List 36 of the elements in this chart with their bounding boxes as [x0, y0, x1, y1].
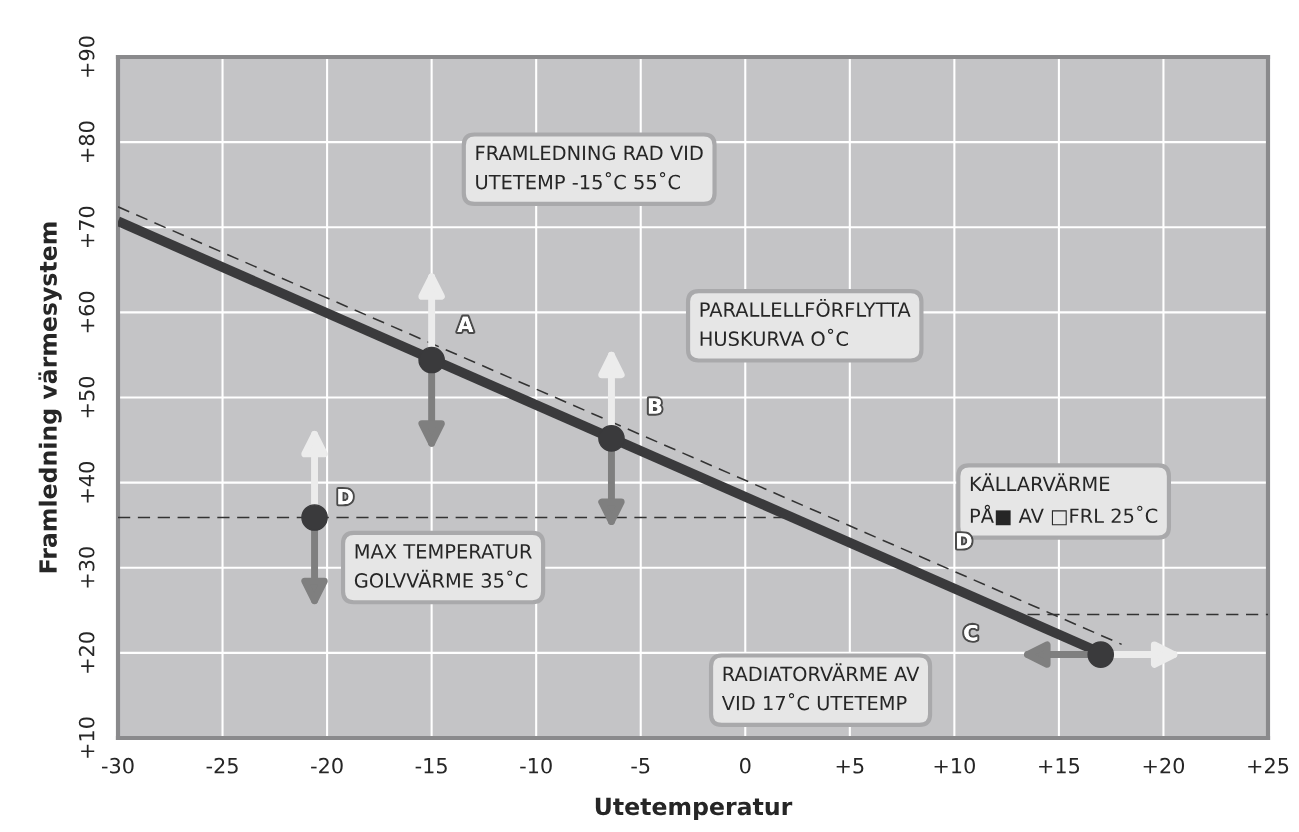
annotation: KÄLLARVÄRME PÅ■ AV □FRL 25˚C [970, 473, 1158, 526]
annotation: A [457, 316, 474, 332]
point [301, 504, 328, 531]
y-tick-label: +60 [78, 291, 95, 333]
annotation: RADIATORVÄRME AV VID 17˚C UTETEMP [721, 663, 920, 711]
x-tick-label: -5 [631, 758, 650, 774]
y-tick-label: +70 [78, 206, 95, 248]
y-tick-label: +30 [78, 547, 95, 588]
annotation: C [964, 624, 978, 641]
x-tick-label: +15 [1039, 758, 1080, 774]
y-tick-label: +50 [78, 376, 95, 418]
x-tick-label: -30 [102, 757, 134, 774]
annotation: D [957, 533, 972, 549]
y-tick-label: +90 [78, 36, 95, 77]
point [1087, 641, 1115, 668]
annotation: PARALLELLFÖRFLYTTA HUSKURVA O˚C [700, 298, 911, 347]
annotation: MAX TEMPERATUR GOLVVÄRME 35˚C [354, 544, 532, 588]
x-tick-label: 0 [740, 757, 751, 774]
annotation: D [338, 488, 353, 505]
x-axis-title: Utetemperatur [595, 797, 793, 820]
x-tick-label: +20 [1143, 757, 1185, 774]
y-tick-label: +40 [78, 462, 95, 503]
y-axis-title: Framledning värmesystem [38, 222, 62, 573]
x-tick-label: -10 [520, 757, 552, 774]
x-tick-label: -25 [206, 757, 238, 774]
point [418, 346, 445, 374]
x-tick-label: -15 [415, 758, 447, 774]
x-tick-label: +10 [934, 757, 975, 774]
x-tick-label: +25 [1248, 757, 1289, 774]
x-tick-label: +5 [836, 758, 864, 774]
y-tick-label: +80 [78, 121, 95, 162]
point [598, 425, 625, 452]
annotation: FRAMLEDNING RAD VID UTETEMP -15˚C 55˚C [476, 145, 703, 190]
x-tick-label: -20 [311, 757, 343, 774]
annotation: B [648, 398, 662, 414]
y-tick-label: +20 [78, 632, 95, 673]
